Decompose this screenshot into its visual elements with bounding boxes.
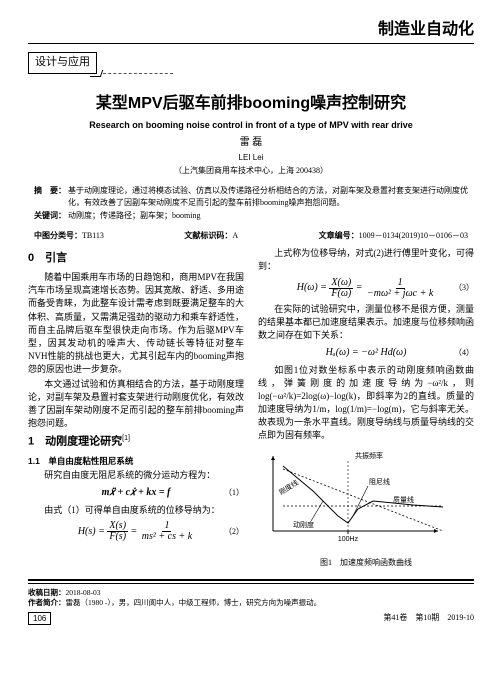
articleid: 文章编号：1009－0134(2019)10－0106－03 [319,230,468,242]
eq2-num: （2） [224,526,244,538]
sec1-heading-text: 1 动刚度理论研究 [28,436,122,448]
clc: 中图分类号：TB113 [34,230,104,242]
eq2-lhs: H(s) = [78,525,105,540]
sec11-p1: 研究自由度无阻尼系统的微分运动方程为： [28,469,244,482]
eq1-text: m𝑥̈ + c𝑥̇ + kx = f [102,486,171,501]
svg-text:100Hz: 100Hz [338,536,359,543]
sec0-heading: 0 引言 [28,251,244,267]
figure-1: 100Hz 共振频率阻尼线 刚度线质量线动刚度 图1 加速度频响函数曲线 [258,446,474,569]
keywords-text: 动刚度；传递路径；副车架；booming [68,210,468,222]
footer-recv-label: 收稿日期： [28,588,66,597]
equation-4: Hₐ(ω) = −ω² Hd(ω) （4） [258,346,474,361]
sec11-p2: 由式（1）可得单自由度系统的位移导纳为： [28,504,244,517]
affiliation: （上汽集团商用车技术中心，上海 200438） [28,165,474,177]
eq4-text: Hₐ(ω) = −ω² Hd(ω) [326,346,407,361]
svg-text:共振频率: 共振频率 [355,451,383,460]
articleid-value: 1009－0134(2019)10－0106－03 [359,231,468,240]
page-number: 106 [28,612,51,626]
svg-text:刚度线: 刚度线 [277,478,300,497]
sec11-heading: 1.1 单自由度粘性阻尼系统 [28,455,244,467]
footer-recv-val: 2018-08-03 [66,588,101,597]
figure-1-caption: 图1 加速度频响函数曲线 [258,557,474,569]
sec0-p1: 随着中国乘用车市场的日趋饱和，商用MPV在我国汽车市场呈现高速增长态势。因其宽敞… [28,271,244,375]
equation-3: H(ω) = X(ω) F(ω) = 1 −mω² + jωc + k （3） [258,278,474,299]
right-column: 上式称为位移导纳，对式(2)进行傅里叶变化，可得到： H(ω) = X(ω) F… [258,247,474,573]
eq3-den1: F(ω) [329,289,353,299]
rcol-p2: 在实际的试验研究中，测量位移不是很方便，测量的结果基本都已加速度结果表示。加速度… [258,303,474,342]
equation-2: H(s) = X(s) F(s) = 1 ms² + cs + k （2） [28,521,244,542]
footer-divider [28,579,474,584]
eq3-num: （3） [454,282,474,294]
issue-info: 第41卷 第10期 2019-10 [383,612,474,626]
footer-author-val: 雷磊（1980 -），男，四川阆中人，中级工程师，博士，研究方向为噪声振动。 [66,598,322,607]
left-column: 0 引言 随着中国乘用车市场的日趋饱和，商用MPV在我国汽车市场呈现高速增长态势… [28,247,244,573]
doccode: 文献标识码：A [184,230,238,242]
eq3-num2: 1 [396,278,405,289]
eq3-lhs: H(ω) = [297,281,327,296]
svg-text:动刚度: 动刚度 [293,520,314,529]
footer-author: 作者简介：雷磊（1980 -），男，四川阆中人，中级工程师，博士，研究方向为噪声… [28,598,474,608]
section-badge: 设计与应用 [28,52,97,74]
clc-value: TB113 [82,231,104,240]
figure-1-svg: 100Hz 共振频率阻尼线 刚度线质量线动刚度 [258,446,448,551]
rcol-p3: 如图1位对数坐标系中表示的动刚度频响函数曲线，弹簧刚度的加速度导纳为−ω²/k，… [258,364,474,442]
author-cn: 雷 磊 [28,136,474,151]
abstract-text: 基于动刚度理论，通过将模态试验、仿真以及传递路径分析相结合的方法，对副车架及悬置… [68,185,468,208]
equation-1: m𝑥̈ + c𝑥̇ + kx = f （1） [28,486,244,501]
keywords-label: 关键词： [34,210,68,222]
eq2-den2: ms² + cs + k [140,532,194,542]
journal-title: 制造业自动化 [378,18,474,41]
clc-label: 中图分类号： [34,231,82,240]
eq3-num1: X(ω) [329,278,353,289]
sec1-ref: [1] [122,435,130,442]
paper-title-cn: 某型MPV后驱车前排booming噪声控制研究 [28,92,474,115]
paper-title-en: Research on booming noise control in fro… [28,119,474,132]
eq3-den2: −mω² + jωc + k [365,289,435,299]
svg-text:阻尼线: 阻尼线 [369,477,390,486]
eq1-num: （1） [224,487,244,499]
doccode-label: 文献标识码： [184,231,232,240]
doccode-value: A [232,231,238,240]
abstract-label: 摘 要： [34,185,68,208]
rcol-p1: 上式称为位移导纳，对式(2)进行傅里叶变化，可得到： [258,247,474,273]
sec1-heading: 1 动刚度理论研究[1] [28,434,244,451]
svg-text:质量线: 质量线 [393,495,414,504]
sec0-p2: 本文通过试验和仿真相结合的方法，基于动刚度理论，对副车架及悬置衬套支架进行动刚度… [28,378,244,430]
author-en: LEI Lei [28,152,474,164]
decorative-line [103,73,173,74]
eq4-num: （4） [454,347,474,359]
eq2-den1: F(s) [107,532,128,542]
footer-author-label: 作者简介： [28,598,66,607]
articleid-label: 文章编号： [319,231,359,240]
footer-recv: 收稿日期：2018-08-03 [28,588,474,598]
